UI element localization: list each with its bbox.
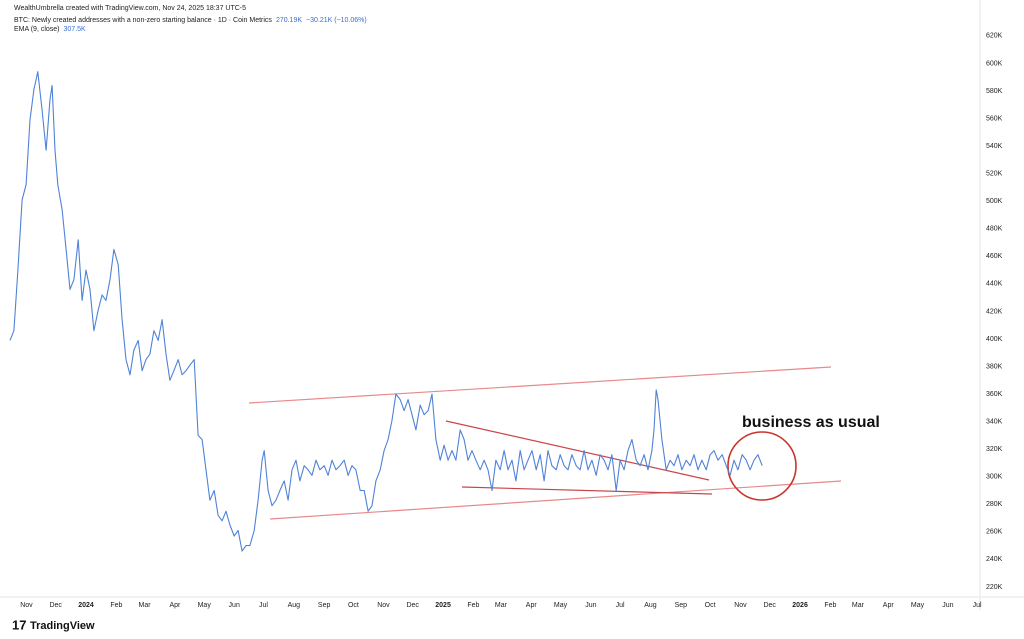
x-tick-label: Nov: [734, 602, 747, 609]
x-tick-label: Jun: [229, 602, 240, 609]
x-tick-label: Dec: [49, 602, 62, 609]
x-tick-label: May: [554, 602, 568, 609]
y-tick-label: 400K: [986, 336, 1003, 343]
ema-value: 307.5K: [64, 26, 87, 33]
y-tick-label: 500K: [986, 198, 1003, 205]
y-tick-label: 240K: [986, 556, 1003, 563]
series-title: BTC: Newly created addresses with a non-…: [14, 17, 272, 24]
x-tick-label: 2024: [78, 602, 94, 609]
x-tick-label: Dec: [406, 602, 419, 609]
logo-mark: 17: [12, 617, 26, 632]
y-tick-label: 380K: [986, 363, 1003, 370]
y-tick-label: 540K: [986, 143, 1003, 150]
x-tick-label: Apr: [526, 602, 538, 609]
x-tick-label: Nov: [377, 602, 390, 609]
x-tick-label: Aug: [288, 602, 301, 609]
ema-legend: EMA (9, close) 307.5K: [14, 26, 86, 33]
ema-label: EMA (9, close): [14, 26, 60, 33]
series-line: [9, 71, 763, 552]
x-tick-label: Feb: [467, 602, 479, 609]
y-tick-label: 440K: [986, 281, 1003, 288]
x-tick-label: Oct: [348, 602, 359, 609]
x-tick-label: Apr: [883, 602, 895, 609]
brand: TradingView: [30, 620, 95, 632]
y-tick-label: 520K: [986, 171, 1003, 178]
change: −30.21K (−10.06%): [306, 17, 367, 24]
drawings: [248, 366, 842, 520]
x-tick-label: Jul: [973, 602, 982, 609]
descending-line: [445, 420, 710, 481]
y-tick-label: 260K: [986, 529, 1003, 536]
x-tick-label: Jul: [616, 602, 625, 609]
upper-channel-line: [248, 366, 832, 404]
x-tick-label: May: [198, 602, 212, 609]
y-tick-label: 340K: [986, 418, 1003, 425]
x-tick-label: Jun: [942, 602, 953, 609]
y-tick-label: 280K: [986, 501, 1003, 508]
y-tick-label: 320K: [986, 446, 1003, 453]
x-tick-label: Sep: [318, 602, 331, 609]
annotation: business as usual: [742, 414, 880, 431]
y-tick-label: 560K: [986, 115, 1003, 122]
x-tick-label: Dec: [763, 602, 776, 609]
y-tick-label: 620K: [986, 33, 1003, 40]
last-value: 270.19K: [276, 17, 302, 24]
y-tick-label: 580K: [986, 88, 1003, 95]
y-tick-label: 480K: [986, 226, 1003, 233]
x-tick-label: Jul: [259, 602, 268, 609]
x-tick-label: Feb: [110, 602, 122, 609]
x-tick-label: Aug: [644, 602, 657, 609]
lower-channel-line: [269, 480, 842, 520]
x-tick-label: 2026: [792, 602, 808, 609]
chart-title: BTC: Newly created addresses with a non-…: [14, 17, 367, 24]
x-tick-label: May: [911, 602, 925, 609]
y-tick-label: 300K: [986, 474, 1003, 481]
logo: 17 TradingView: [12, 617, 95, 632]
flat-line: [461, 486, 713, 495]
x-tick-label: Feb: [824, 602, 836, 609]
attribution: WealthUmbrella created with TradingView.…: [14, 5, 246, 12]
x-tick-label: Oct: [705, 602, 716, 609]
y-tick-label: 360K: [986, 391, 1003, 398]
x-tick-label: Jun: [585, 602, 596, 609]
x-tick-label: Nov: [20, 602, 33, 609]
x-tick-label: Apr: [169, 602, 181, 609]
x-tick-label: Mar: [139, 602, 152, 609]
x-tick-label: Mar: [495, 602, 508, 609]
y-tick-label: 460K: [986, 253, 1003, 260]
x-tick-label: 2025: [435, 602, 451, 609]
x-tick-label: Mar: [852, 602, 865, 609]
y-tick-label: 600K: [986, 60, 1003, 67]
x-tick-label: Sep: [675, 602, 688, 609]
y-tick-label: 420K: [986, 308, 1003, 315]
y-tick-label: 220K: [986, 584, 1003, 591]
highlight-circle: [727, 431, 797, 501]
